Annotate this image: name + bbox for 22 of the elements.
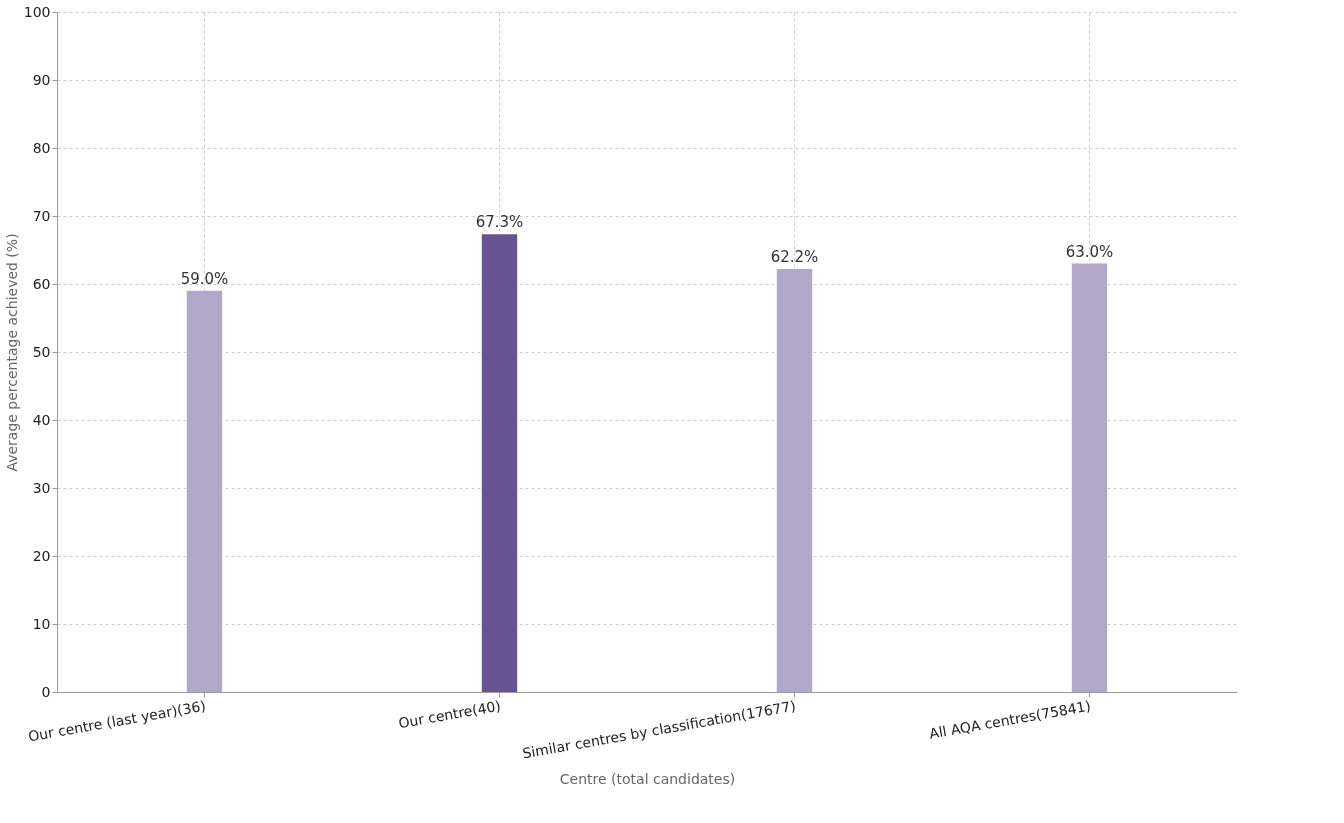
bar [1071,263,1108,692]
y-tick-label: 20 [32,547,51,564]
data-label: 59.0% [180,269,229,288]
bar [776,269,813,692]
y-tick-label: 100 [23,3,51,20]
y-tick-label: 90 [32,71,51,88]
x-axis-title: Centre (total candidates) [559,771,736,788]
y-tick-label: 70 [32,207,51,224]
y-axis-title: Average percentage achieved (%) [3,233,20,472]
bar [481,234,518,692]
y-tick-label: 60 [32,275,51,292]
y-tick-label: 30 [32,479,51,496]
y-tick-label: 50 [32,343,51,360]
x-tick-label: Our centre(40) [397,697,502,732]
data-label: 67.3% [475,213,524,232]
y-tick-label: 0 [41,683,51,700]
data-label: 63.0% [1065,242,1114,261]
bar [186,290,223,692]
y-tick-label: 40 [32,411,51,428]
data-label: 62.2% [770,248,819,267]
y-tick-label: 10 [32,615,51,632]
y-tick-label: 80 [32,139,51,156]
